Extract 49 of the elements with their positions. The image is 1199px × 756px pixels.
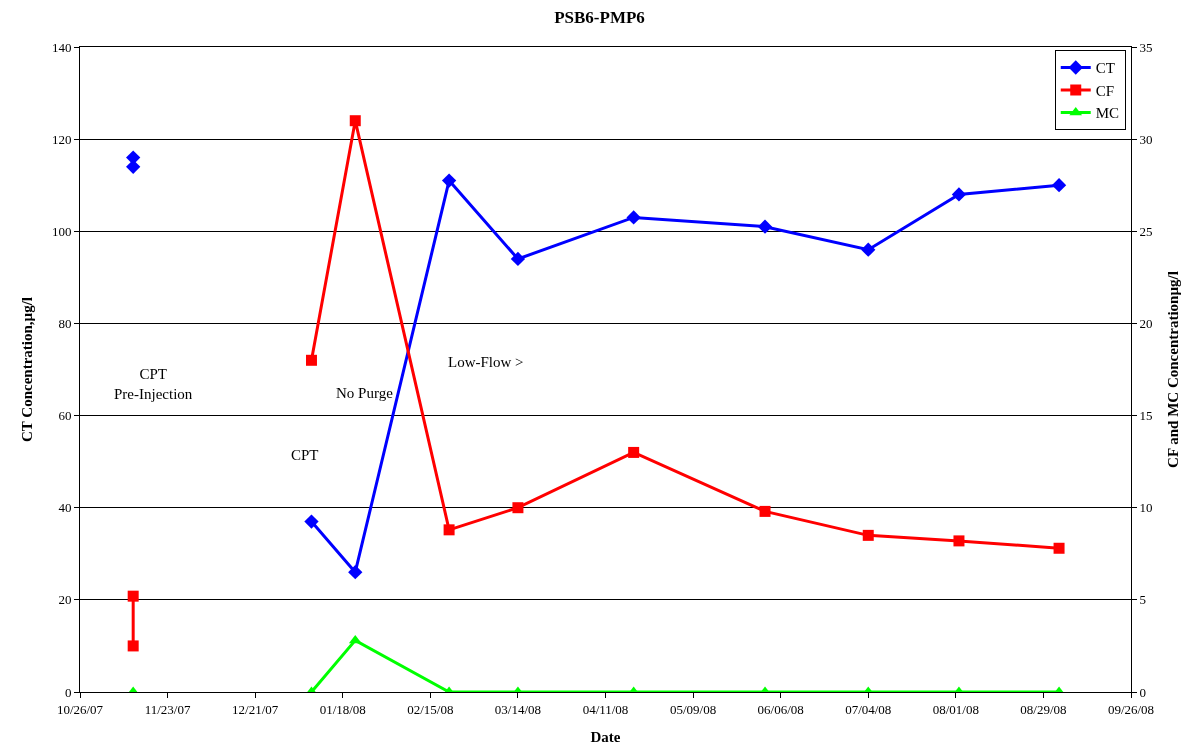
x-tick-label: 10/26/07 [56, 701, 104, 717]
legend-label: MC [1095, 105, 1120, 122]
x-tick-label: 03/14/08 [494, 701, 542, 717]
y-axis-title: CT Concentration,µg/l [19, 296, 36, 443]
annotation: No Purge [336, 385, 394, 401]
point [626, 210, 641, 225]
x-tick-label: 01/18/08 [319, 701, 366, 717]
legend-label: CF [1095, 82, 1115, 99]
point [861, 242, 876, 257]
x-tick-label: 09/26/08 [1107, 701, 1155, 717]
point [757, 219, 773, 234]
legend-label: CT [1095, 60, 1115, 77]
y-tick-label: 120 [51, 131, 72, 147]
x-tick-label: 08/29/08 [1020, 701, 1067, 717]
annotation: CPT [291, 447, 319, 463]
chart-title: PSB6-PMP6 [554, 8, 645, 28]
y2-tick-label: 30 [1139, 131, 1153, 147]
y-tick-label: 100 [51, 223, 72, 239]
x-tick-label: 05/09/08 [669, 701, 717, 717]
y-tick-label: 140 [51, 39, 72, 55]
x-tick-label: 04/11/08 [582, 701, 629, 717]
point [304, 514, 319, 529]
y2-tick-label: 25 [1139, 223, 1153, 239]
x-axis-title: Date [590, 728, 621, 745]
point [1051, 178, 1067, 193]
x-tick-label: 06/06/08 [757, 701, 804, 717]
y2-tick-label: 10 [1139, 500, 1153, 516]
y-tick-label: 80 [58, 315, 72, 331]
annotation: CPT Pre-Injection [114, 366, 193, 402]
y-tick-label: 40 [58, 500, 72, 516]
y2-tick-label: 5 [1139, 592, 1147, 608]
y-tick-label: 60 [58, 408, 72, 424]
point [951, 187, 967, 202]
y2-axis-title: CF and MC Concentrationµg/l [1164, 271, 1181, 468]
x-tick-label: 11/23/07 [144, 701, 191, 717]
annotation: Low-Flow > [448, 354, 524, 370]
point [348, 565, 363, 580]
y-tick-label: 20 [58, 592, 72, 608]
point [441, 173, 457, 188]
y-tick-label: 0 [64, 684, 72, 700]
y2-tick-label: 15 [1139, 408, 1153, 424]
x-tick-label: 02/15/08 [407, 701, 454, 717]
y2-tick-label: 0 [1139, 684, 1147, 700]
y2-tick-label: 35 [1139, 39, 1153, 55]
point [510, 251, 526, 267]
x-tick-label: 07/04/08 [845, 701, 892, 717]
x-tick-label: 08/01/08 [932, 701, 979, 717]
x-tick-label: 12/21/07 [232, 701, 279, 717]
y2-tick-label: 20 [1139, 315, 1153, 331]
